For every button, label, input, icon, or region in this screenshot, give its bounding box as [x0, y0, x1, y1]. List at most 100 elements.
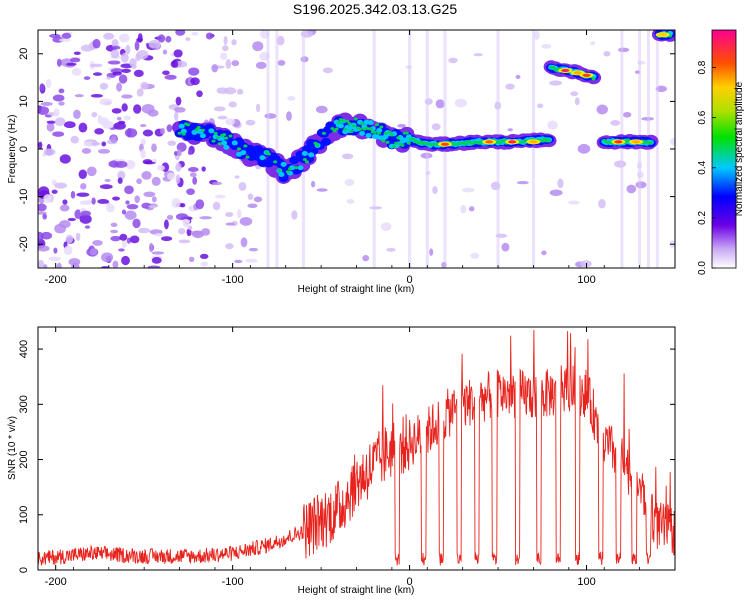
spectrogram-ridge-cell: [302, 158, 307, 162]
spectrogram-cell: [228, 101, 237, 108]
spectrogram-cell: [112, 196, 121, 201]
spectrogram-cell: [121, 239, 127, 249]
spectrogram-ridge-cell: [353, 117, 358, 121]
spectrogram-ytick-label: -20: [18, 236, 30, 252]
spectrogram-cell: [369, 206, 383, 210]
spectrogram-cell: [236, 88, 244, 95]
spectrogram-cell: [225, 222, 235, 226]
spectrogram-cell: [175, 162, 182, 172]
spectrogram-cell: [151, 257, 162, 264]
spectrogram-ridge-cell: [381, 139, 386, 143]
spectrogram-ridge-cell: [382, 134, 389, 140]
spectrogram-cell: [67, 217, 76, 222]
spectrogram-ridge-cell: [498, 141, 503, 145]
spectrogram-cell: [225, 59, 232, 69]
spectrogram-cell: [515, 74, 521, 79]
spectrogram-cell: [568, 200, 580, 205]
spectrogram-cell: [143, 191, 156, 198]
spectrogram-cell: [190, 77, 200, 86]
spectrogram-ridge-cell: [200, 128, 205, 132]
spectrogram-cell: [162, 49, 168, 55]
spectrogram-cell: [129, 58, 137, 68]
colorbar-tick-label: 0.6: [697, 110, 708, 124]
spectrogram-cell: [121, 103, 128, 112]
spectrogram-peak: [508, 140, 517, 144]
colorbar-gradient: [711, 29, 737, 269]
spectrogram-cell: [52, 94, 65, 102]
spectrogram-cell: [211, 64, 219, 73]
spectrogram-cell: [43, 264, 48, 268]
colorbar-label: Normalized spectral amplitude: [734, 81, 745, 216]
spectrogram-cell: [205, 32, 214, 40]
spectrogram-cell: [170, 60, 179, 68]
spectrogram-peak: [529, 140, 538, 144]
spectrogram-cell: [42, 213, 47, 220]
spectrogram-cell: [39, 83, 45, 91]
spectrogram-ridge-cell: [180, 128, 187, 134]
spectrogram-cell: [237, 209, 242, 219]
spectrogram-cell: [104, 178, 111, 182]
spectrogram-cell: [557, 178, 564, 189]
spectrogram-cell: [134, 40, 140, 51]
spectrogram-cell: [65, 234, 74, 244]
colorbar: 0.0 0.2 0.4 0.6 0.8 Normalized spectral ampl…: [697, 29, 745, 275]
spectrogram-cell: [234, 259, 243, 264]
spectrogram-cell: [188, 225, 193, 231]
spectrogram-cell: [212, 201, 221, 211]
spectrogram-cell: [121, 68, 131, 73]
spectrogram-cell: [247, 193, 254, 201]
spectrogram-cell: [151, 143, 157, 153]
spectrogram-ridge-cell: [383, 131, 388, 135]
spectrogram-cell: [239, 216, 253, 226]
spectrogram-ridge-cell: [372, 130, 377, 134]
spectrogram-cell: [173, 49, 183, 58]
spectrogram-cell: [58, 88, 65, 94]
spectrogram-cell: [151, 251, 165, 255]
spectrogram-cell: [174, 106, 186, 113]
spectrogram-ridge-cell: [297, 165, 304, 171]
spectrogram-cell: [112, 45, 121, 50]
spectrogram-cell: [70, 190, 76, 199]
spectrogram-cell: [247, 203, 258, 209]
spectrogram-cell: [89, 63, 103, 68]
spectrogram-ridge-cell: [385, 140, 390, 144]
spectrogram-cell: [386, 248, 396, 252]
spectrogram-cell: [147, 204, 158, 208]
spectrogram-cell: [161, 236, 173, 242]
spectrogram-xtick-label: 0: [407, 274, 413, 286]
spectrogram-cell: [142, 159, 153, 165]
spectrogram-ridge-cell: [404, 131, 409, 135]
spectrogram-cell: [166, 214, 174, 220]
spectrogram-cell: [116, 116, 122, 121]
spectrogram-cell: [460, 204, 467, 214]
spectrogram-ridge-cell: [224, 136, 229, 140]
spectrogram-cell: [431, 123, 441, 131]
spectrogram-cell: [83, 76, 91, 80]
spectrogram-ridge-cell: [221, 140, 228, 146]
spectrogram-cell: [133, 69, 144, 78]
spectrogram-cell: [148, 242, 154, 253]
spectrogram-cell: [213, 106, 226, 112]
spectrogram-ridge-cell: [321, 131, 326, 135]
spectrogram-ridge-cell: [259, 155, 266, 161]
spectrogram-cell: [195, 199, 205, 210]
spectrogram-cell: [174, 111, 179, 122]
spectrogram-cell: [341, 153, 354, 160]
colorbar-tick-label: 0.4: [697, 160, 708, 174]
spectrogram-cell: [598, 198, 606, 209]
spectrogram-cell: [121, 94, 133, 99]
spectrogram-cell: [91, 112, 98, 118]
spectrogram-cell: [603, 51, 611, 57]
spectrogram-peak: [573, 71, 582, 75]
spectrogram-ridge-cell: [240, 150, 247, 156]
spectrogram-ridge-cell: [387, 130, 392, 134]
spectrogram-cell: [126, 203, 139, 210]
spectrogram-cell: [175, 174, 181, 184]
spectrogram-cell: [40, 101, 53, 106]
spectrogram-cell: [136, 49, 149, 60]
snr-ylabel: SNR (10 * v/v): [7, 416, 18, 480]
spectrogram-ridge-cell: [243, 144, 248, 148]
spectrogram-cell: [362, 254, 370, 262]
spectrogram-cell: [125, 160, 136, 170]
